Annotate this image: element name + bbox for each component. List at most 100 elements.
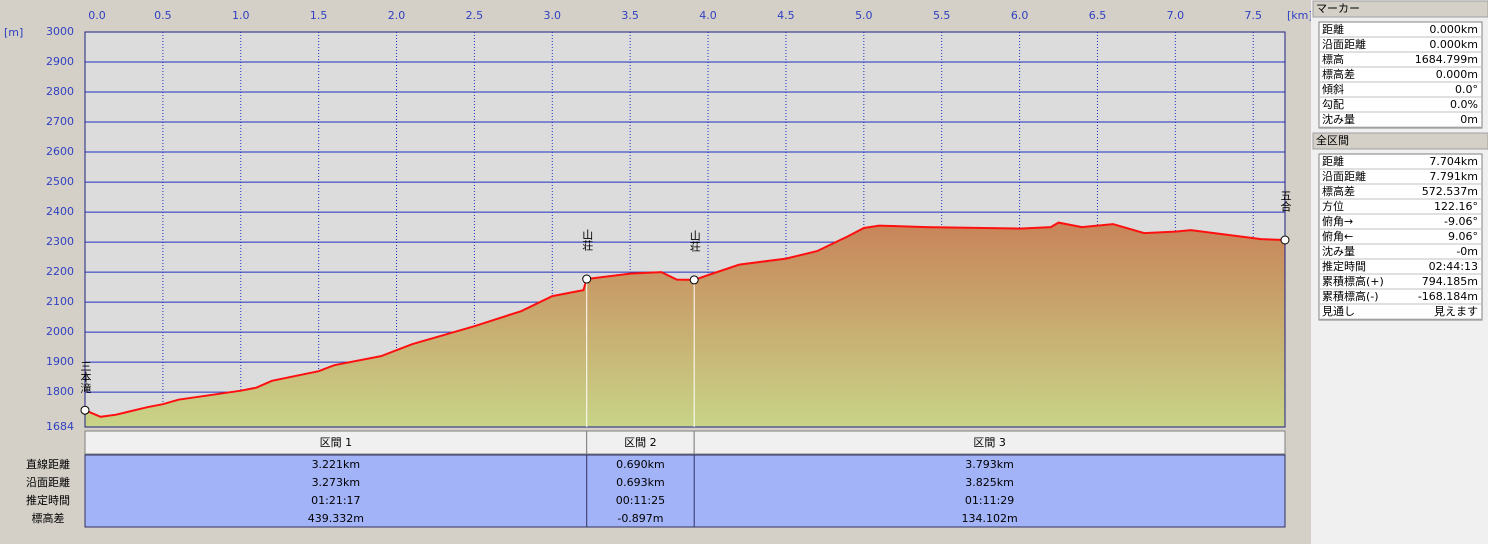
y-tick-label: 2900 [46, 55, 74, 68]
waypoint-label: 山荘 [581, 229, 594, 252]
table-row-label: 直線距離 [26, 457, 70, 471]
panel-box [1318, 153, 1483, 321]
x-tick-label: 5.0 [855, 9, 873, 22]
panel-label: 沈み量 [1322, 112, 1355, 126]
panel-label: 方位 [1322, 199, 1344, 213]
table-cell: 01:21:17 [311, 494, 360, 507]
x-tick-label: 0.5 [154, 9, 172, 22]
table-cell: 3.273km [312, 476, 361, 489]
y-tick-label: 2700 [46, 115, 74, 128]
table-cell: 3.793km [965, 458, 1014, 471]
panel-value: 0m [1460, 113, 1478, 126]
x-tick-label: 4.5 [777, 9, 795, 22]
x-tick-label: 5.5 [933, 9, 951, 22]
table-header: 区間 2 [624, 436, 657, 449]
table-row-label: 推定時間 [26, 493, 70, 507]
table-body [84, 454, 1286, 528]
waypoint [80, 405, 90, 415]
x-tick-label: 6.5 [1089, 9, 1107, 22]
panel-box [1318, 21, 1483, 129]
panel-label: 推定時間 [1322, 259, 1366, 273]
table-cell: 0.693km [616, 476, 665, 489]
panel-label: 俯角→ [1322, 214, 1353, 228]
panel-label: 累積標高(+) [1322, 274, 1384, 288]
panel-label: 俯角← [1322, 229, 1353, 243]
x-tick-label: 3.0 [544, 9, 562, 22]
panel-value: 794.185m [1422, 275, 1478, 288]
waypoint-label: 三本滝 [79, 360, 92, 393]
panel-value: 0.000km [1429, 38, 1478, 51]
y-tick-label: 2600 [46, 145, 74, 158]
panel-value: 0.0% [1450, 98, 1478, 111]
panel-value: -9.06° [1444, 215, 1478, 228]
y-tick-label: 2500 [46, 175, 74, 188]
x-tick-label: 1.5 [310, 9, 328, 22]
x-tick-label: 7.5 [1244, 9, 1262, 22]
table-header: 区間 1 [320, 436, 353, 449]
panel-label: 見通し [1322, 305, 1355, 318]
y-tick-label: 2300 [46, 235, 74, 248]
y-tick-label: 1900 [46, 355, 74, 368]
plot-frame [84, 31, 1286, 428]
y-tick-label: 1800 [46, 385, 74, 398]
waypoint [689, 275, 699, 285]
x-tick-label: 0.0 [88, 9, 106, 22]
waypoint [582, 274, 592, 284]
table-header: 区間 3 [973, 436, 1006, 449]
panel-value: 9.06° [1448, 230, 1478, 243]
x-tick-label: 7.0 [1167, 9, 1185, 22]
y-tick-label: 3000 [46, 25, 74, 38]
panel-header [1312, 0, 1488, 18]
panel-label: 沿面距離 [1322, 37, 1366, 51]
y-tick-label: 2200 [46, 265, 74, 278]
table-cell: 439.332m [308, 512, 364, 525]
table-cell: 3.221km [312, 458, 361, 471]
waypoint [1280, 235, 1290, 245]
panel-value: 0.000m [1436, 68, 1478, 81]
x-tick-label: 4.0 [699, 9, 717, 22]
y-tick-label: 2400 [46, 205, 74, 218]
panel-label: 標高差 [1322, 184, 1355, 198]
panel-title: 全区間 [1316, 133, 1349, 147]
panel-value: 572.537m [1422, 185, 1478, 198]
panel-value: 122.16° [1434, 200, 1478, 213]
panel-header [1312, 132, 1488, 150]
panel-title: マーカー [1316, 2, 1360, 15]
x-tick-label: 2.0 [388, 9, 406, 22]
table-cell: 01:11:29 [965, 494, 1014, 507]
panel-label: 傾斜 [1322, 82, 1344, 96]
panel-value: 02:44:13 [1429, 260, 1478, 273]
panel-value: 1684.799m [1415, 53, 1478, 66]
x-tick-label: 1.0 [232, 9, 250, 22]
panel-value: 0.000km [1429, 23, 1478, 36]
table-cell: 134.102m [961, 512, 1017, 525]
panel-label: 沿面距離 [1322, 169, 1366, 183]
elevation-area [85, 222, 1285, 427]
panel-value: 7.791km [1429, 170, 1478, 183]
panel-label: 勾配 [1322, 98, 1344, 111]
x-unit: [km] [1287, 9, 1313, 22]
panel-label: 累積標高(-) [1322, 289, 1379, 303]
panel-value: 0.0° [1455, 83, 1478, 96]
table-row-label: 標高差 [32, 511, 65, 525]
panel-value: -0m [1456, 245, 1478, 258]
panel-label: 距離 [1322, 22, 1344, 36]
panel-value: 見えます [1434, 305, 1478, 318]
table-header-cell [693, 430, 1286, 455]
table-cell: 00:11:25 [616, 494, 665, 507]
x-tick-label: 3.5 [621, 9, 639, 22]
panel-value: 7.704km [1429, 155, 1478, 168]
panel-value: -168.184m [1418, 290, 1478, 303]
table-row-label: 沿面距離 [26, 475, 70, 489]
x-tick-label: 2.5 [466, 9, 484, 22]
table-cell: 0.690km [616, 458, 665, 471]
y-tick-label: 2100 [46, 295, 74, 308]
elevation-line [84, 221, 1286, 418]
waypoint-label: 山荘 [688, 230, 701, 253]
table-cell: -0.897m [617, 512, 663, 525]
panel-label: 標高 [1322, 52, 1344, 66]
y-tick-label: 1684 [46, 420, 74, 433]
y-tick-label: 2000 [46, 325, 74, 338]
panel-label: 沈み量 [1322, 244, 1355, 258]
